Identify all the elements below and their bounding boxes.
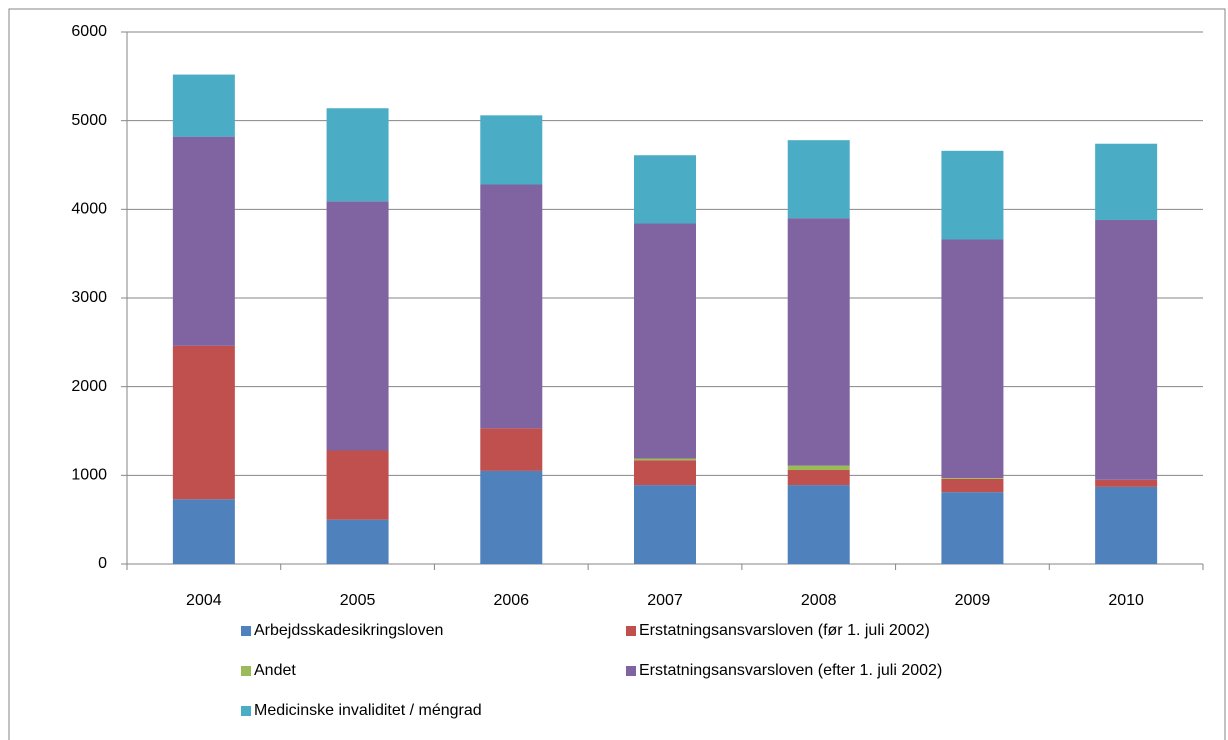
bar-segment [941, 239, 1004, 478]
x-tick-label: 2005 [340, 592, 376, 609]
legend-label: Medicinske invaliditet / méngrad [254, 702, 482, 719]
bar-segment [1095, 143, 1158, 220]
bar-segment [787, 470, 850, 486]
legend-label: Andet [254, 662, 296, 679]
bar-segment [634, 485, 696, 564]
bar-segment [480, 428, 543, 471]
legend-label: Erstatningsansvarsloven (efter 1. juli 2… [639, 662, 942, 679]
bar-segment [326, 519, 389, 564]
bar-segment [941, 478, 1004, 493]
bar-segment [941, 150, 1004, 240]
legend-swatch [626, 666, 636, 676]
legend-swatch [626, 626, 636, 636]
y-tick-label: 5000 [71, 112, 107, 129]
y-tick-label: 6000 [71, 23, 107, 40]
bar-segment [326, 108, 389, 202]
bar-segment [941, 492, 1004, 564]
bar-segment [634, 460, 696, 486]
bar-segment [480, 184, 543, 429]
legend-label: Erstatningsansvarsloven (før 1. juli 200… [639, 622, 930, 639]
bar-segment [787, 465, 850, 471]
bar-segment [634, 155, 696, 224]
legend-swatch [241, 706, 251, 716]
legend-swatch [241, 626, 251, 636]
bar-segment [480, 115, 543, 185]
legend-swatch [241, 666, 251, 676]
bar-segment [787, 485, 850, 564]
x-tick-label: 2006 [493, 592, 529, 609]
bar-segment [1095, 486, 1158, 564]
x-tick-label: 2010 [1108, 592, 1144, 609]
bar-segment [172, 74, 235, 137]
legend-label: Arbejdsskadesikringsloven [254, 622, 443, 639]
bar-segment [480, 470, 543, 564]
y-tick-label: 0 [98, 555, 107, 572]
bar-segment [787, 218, 850, 466]
bar-segment [172, 499, 235, 564]
x-tick-label: 2007 [647, 592, 683, 609]
bar-segment [172, 345, 235, 500]
x-tick-label: 2008 [801, 592, 837, 609]
bar-segment [1095, 479, 1158, 487]
x-tick-label: 2004 [186, 592, 222, 609]
bar-segment [787, 140, 850, 219]
bar-segment [326, 450, 389, 520]
x-tick-label: 2009 [955, 592, 991, 609]
bar-segment [941, 477, 1004, 479]
bar-segment [634, 458, 696, 461]
y-tick-label: 1000 [71, 467, 107, 484]
bar-segment [634, 223, 696, 459]
bar-segment [326, 201, 389, 451]
bar-segment [1095, 219, 1158, 480]
y-tick-label: 2000 [71, 378, 107, 395]
bar-segment [172, 136, 235, 346]
y-tick-label: 4000 [71, 201, 107, 218]
y-tick-label: 3000 [71, 289, 107, 306]
chart-border [8, 8, 1226, 740]
